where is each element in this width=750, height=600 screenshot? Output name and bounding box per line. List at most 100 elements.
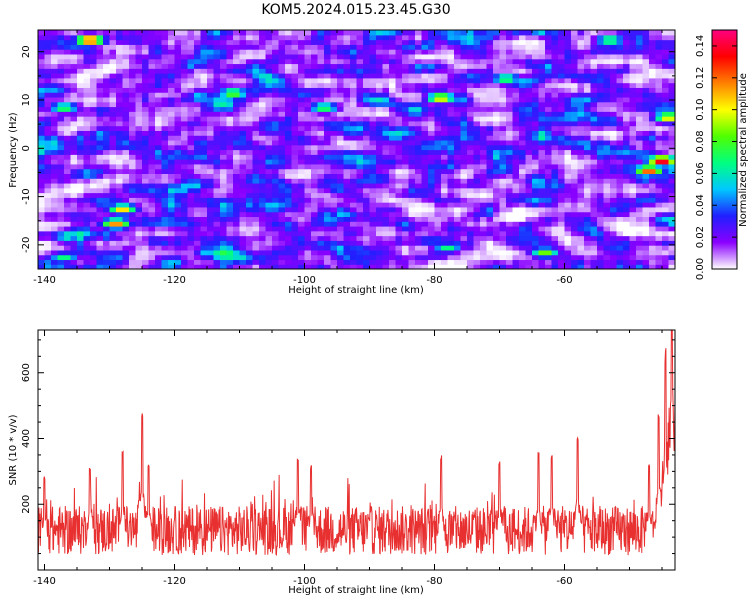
heatmap-cell [506, 235, 514, 241]
heatmap-cell [233, 230, 241, 237]
heatmap-cell [506, 53, 514, 60]
heatmap-cell [402, 187, 410, 194]
heatmap-cell [636, 101, 644, 108]
heatmap-cell [272, 39, 280, 45]
heatmap-cell [44, 44, 52, 50]
heatmap-cell [291, 197, 299, 203]
heatmap-cell [356, 197, 364, 203]
heatmap-cell [38, 139, 46, 146]
heatmap-cell [519, 68, 527, 74]
heatmap-cell [642, 254, 650, 261]
heatmap-cell [584, 230, 592, 237]
heatmap-cell [356, 73, 364, 79]
heatmap-cell [551, 96, 559, 103]
heatmap-cell [629, 68, 637, 74]
heatmap-cell [532, 182, 540, 189]
heatmap-cell [337, 163, 345, 170]
heatmap-cell [597, 235, 605, 241]
heatmap-cell [57, 254, 65, 261]
heatmap-cell [395, 216, 403, 222]
heatmap-cell [545, 63, 553, 69]
heatmap-cell [428, 111, 436, 117]
heatmap-cell [96, 182, 104, 189]
heatmap-cell [512, 259, 520, 265]
heatmap-cell [486, 58, 494, 65]
heatmap-cell [603, 192, 611, 198]
heatmap-cell [655, 154, 663, 160]
heatmap-cell [532, 197, 540, 203]
heatmap-cell [584, 159, 592, 165]
heatmap-cell [148, 149, 156, 155]
heatmap-cell [259, 82, 267, 88]
heatmap-cell [168, 149, 176, 155]
heatmap-cell [506, 30, 514, 36]
heatmap-cell [519, 192, 527, 198]
heatmap-cell [324, 154, 332, 160]
heatmap-cell [629, 206, 637, 213]
heatmap-cell [44, 144, 52, 151]
heatmap-cell [649, 39, 657, 45]
heatmap-cell [116, 144, 124, 151]
heatmap-cell [220, 216, 228, 222]
heatmap-cell [610, 221, 618, 227]
heatmap-cell [473, 221, 481, 227]
heatmap-cell [291, 39, 299, 45]
heatmap-cell [246, 58, 254, 65]
heatmap-cell [70, 230, 78, 237]
heatmap-cell [610, 53, 618, 60]
heatmap-cell [337, 30, 345, 36]
heatmap-cell [629, 77, 637, 84]
heatmap-cell [558, 92, 566, 98]
heatmap-cell [96, 120, 104, 127]
heatmap-cell [668, 63, 675, 69]
heatmap-cell [64, 264, 72, 269]
heatmap-cell [486, 254, 494, 261]
heatmap-cell [103, 211, 111, 218]
heatmap-cell [441, 211, 449, 218]
heatmap-cell [402, 34, 410, 41]
heatmap-cell [51, 254, 59, 261]
heatmap-cell [246, 111, 254, 117]
heatmap-cell [350, 49, 358, 55]
heatmap-cell [363, 159, 371, 165]
heatmap-cell [506, 39, 514, 45]
heatmap-cell [44, 130, 52, 136]
heatmap-cell [532, 178, 540, 184]
heatmap-cell [402, 96, 410, 103]
heatmap-cell [155, 197, 163, 203]
heatmap-cell [415, 230, 423, 237]
heatmap-cell [311, 120, 319, 127]
heatmap-cell [597, 68, 605, 74]
heatmap-cell [272, 53, 280, 60]
heatmap-cell [441, 77, 449, 84]
heatmap-cell [415, 49, 423, 55]
heatmap-cell [122, 144, 130, 151]
heatmap-cell [395, 182, 403, 189]
heatmap-cell [655, 116, 663, 122]
heatmap-cell [259, 58, 267, 65]
heatmap-cell [135, 53, 143, 60]
heatmap-cell [460, 53, 468, 60]
heatmap-cell [200, 135, 208, 141]
heatmap-cell [155, 92, 163, 98]
heatmap-cell [402, 130, 410, 136]
heatmap-cell [519, 254, 527, 261]
heatmap-cell [291, 49, 299, 55]
heatmap-cell [194, 101, 202, 108]
heatmap-cell [428, 82, 436, 88]
heatmap-cell [129, 173, 137, 179]
heatmap-cell [285, 139, 293, 146]
heatmap-cell [70, 101, 78, 108]
heatmap-cell [233, 173, 241, 179]
heatmap-cell [109, 139, 117, 146]
heatmap-cell [135, 101, 143, 108]
heatmap-cell [545, 149, 553, 155]
heatmap-cell [70, 82, 78, 88]
heatmap-cell [38, 187, 46, 194]
heatmap-cell [564, 39, 572, 45]
heatmap-cell [668, 221, 675, 227]
heatmap-cell [70, 254, 78, 261]
heatmap-cell [356, 92, 364, 98]
heatmap-cell [506, 130, 514, 136]
heatmap-cell [278, 53, 286, 60]
